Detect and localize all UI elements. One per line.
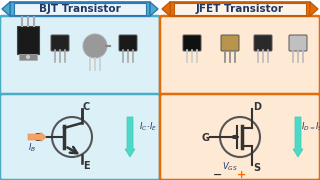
Text: S: S bbox=[253, 163, 260, 173]
FancyArrow shape bbox=[125, 117, 135, 157]
Polygon shape bbox=[310, 2, 318, 16]
FancyBboxPatch shape bbox=[254, 35, 272, 51]
Text: G: G bbox=[202, 133, 210, 143]
Text: B: B bbox=[34, 133, 42, 143]
FancyBboxPatch shape bbox=[221, 35, 239, 51]
Text: −: − bbox=[213, 170, 223, 180]
Circle shape bbox=[26, 55, 30, 60]
Circle shape bbox=[83, 34, 107, 58]
FancyBboxPatch shape bbox=[183, 35, 201, 51]
FancyArrow shape bbox=[28, 132, 46, 141]
Text: +: + bbox=[237, 170, 247, 180]
Text: JFET Transistor: JFET Transistor bbox=[196, 4, 284, 15]
FancyArrow shape bbox=[293, 117, 303, 157]
Text: C: C bbox=[82, 102, 90, 112]
Polygon shape bbox=[19, 54, 37, 60]
FancyBboxPatch shape bbox=[119, 35, 137, 51]
Text: $I_C\!\cdot\!I_E$: $I_C\!\cdot\!I_E$ bbox=[139, 121, 157, 133]
Polygon shape bbox=[150, 2, 158, 16]
FancyArrow shape bbox=[233, 135, 238, 139]
FancyBboxPatch shape bbox=[170, 2, 310, 16]
Polygon shape bbox=[17, 26, 39, 54]
FancyBboxPatch shape bbox=[160, 16, 320, 97]
Polygon shape bbox=[2, 2, 10, 16]
Text: E: E bbox=[83, 161, 89, 171]
Text: $I_B$: $I_B$ bbox=[28, 142, 36, 154]
Text: $I_{D=}I_S$: $I_{D=}I_S$ bbox=[301, 121, 320, 133]
FancyBboxPatch shape bbox=[10, 2, 150, 16]
FancyBboxPatch shape bbox=[14, 3, 146, 15]
FancyBboxPatch shape bbox=[0, 94, 160, 180]
Text: $V_{GS}$: $V_{GS}$ bbox=[222, 161, 238, 173]
FancyBboxPatch shape bbox=[289, 35, 307, 51]
FancyBboxPatch shape bbox=[160, 94, 320, 180]
FancyBboxPatch shape bbox=[51, 35, 69, 51]
Text: D: D bbox=[253, 102, 261, 112]
Polygon shape bbox=[162, 2, 170, 16]
FancyBboxPatch shape bbox=[174, 3, 306, 15]
Text: BJT Transistor: BJT Transistor bbox=[39, 4, 121, 15]
FancyBboxPatch shape bbox=[0, 16, 160, 97]
